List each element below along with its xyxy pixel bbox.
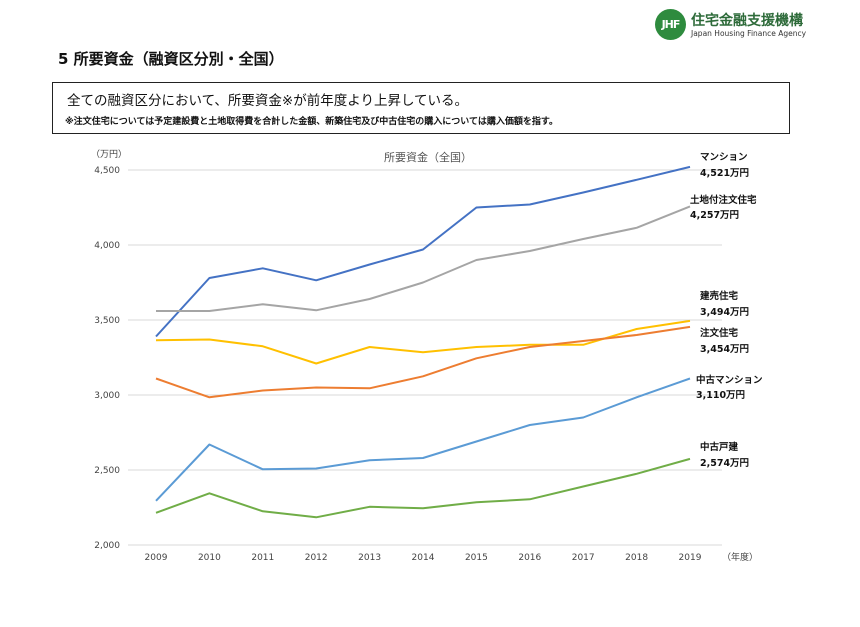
logo-japanese-name: 住宅金融支援機構 [691, 13, 803, 29]
y-tick-label: 4,500 [94, 166, 120, 176]
series-value-label: 4,521万円 [700, 168, 749, 179]
y-tick-label: 3,000 [94, 391, 120, 401]
series-name-label: 中古マンション [696, 374, 763, 386]
y-axis-ticks: 2,000 2,500 3,000 3,500 4,000 4,500 [94, 166, 120, 551]
x-tick-label: 2015 [465, 553, 488, 563]
series-line [156, 205, 691, 312]
jhf-logo-icon: JHF [655, 9, 686, 40]
series-value-label: 3,110万円 [696, 390, 745, 401]
x-tick-label: 2014 [412, 553, 435, 563]
x-axis-unit-label: （年度） [722, 551, 758, 563]
summary-footnote: ※注文住宅については予定建設費と土地取得費を合計した金額、新築住宅及び中古住宅の… [65, 117, 558, 127]
series-name-label: 中古戸建 [700, 441, 739, 453]
y-tick-label: 4,000 [94, 241, 120, 251]
x-tick-label: 2012 [305, 553, 328, 563]
x-tick-label: 2010 [198, 553, 221, 563]
series-line [155, 457, 691, 519]
series-name-label: 土地付注文住宅 [690, 194, 757, 206]
x-tick-label: 2016 [518, 553, 541, 563]
series-line [155, 377, 691, 502]
x-tick-label: 2013 [358, 553, 381, 563]
summary-main-text: 全ての融資区分において、所要資金※が前年度より上昇している。 [67, 93, 469, 109]
x-axis-ticks: 2009 2010 2011 2012 2013 2014 2015 2016 2017 2018… [145, 553, 702, 563]
summary-box: 全ての融資区分において、所要資金※が前年度より上昇している。 ※注文住宅について… [52, 82, 790, 134]
series-value-label: 2,574万円 [700, 458, 749, 469]
x-tick-label: 2017 [572, 553, 595, 563]
y-tick-label: 2,500 [94, 466, 120, 476]
x-tick-label: 2009 [145, 553, 168, 563]
x-tick-label: 2018 [625, 553, 648, 563]
y-axis-unit-label: （万円） [91, 149, 127, 160]
series-line [155, 325, 691, 399]
section-title: 5 所要資金（融資区分別・全国） [58, 50, 284, 68]
chart-title: 所要資金（全国） [384, 150, 472, 164]
series-line [155, 319, 691, 365]
chart-gridlines [128, 169, 722, 546]
y-tick-label: 2,000 [94, 541, 120, 551]
series-name-label: 建売住宅 [699, 290, 739, 302]
series-name-label: マンション [700, 152, 748, 163]
chart-series-lines [155, 165, 691, 519]
series-name-label: 注文住宅 [700, 327, 739, 339]
jhf-logo: JHF 住宅金融支援機構 Japan Housing Finance Agenc… [655, 9, 855, 43]
series-value-label: 4,257万円 [690, 210, 739, 221]
series-value-label: 3,494万円 [700, 307, 749, 318]
y-tick-label: 3,500 [94, 316, 120, 326]
logo-english-name: Japan Housing Finance Agency [691, 29, 807, 38]
series-line [155, 165, 691, 338]
x-tick-label: 2019 [679, 553, 702, 563]
series-value-label: 3,454万円 [700, 344, 749, 355]
x-tick-label: 2011 [251, 553, 274, 563]
